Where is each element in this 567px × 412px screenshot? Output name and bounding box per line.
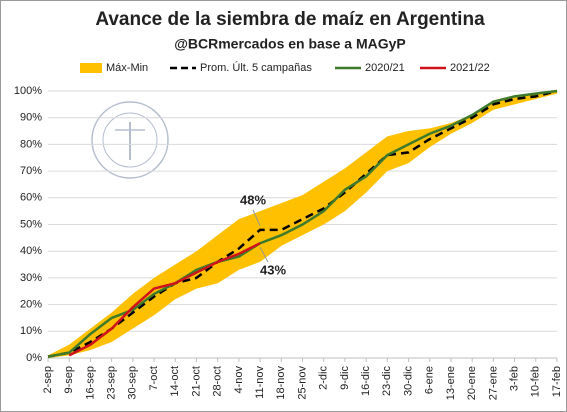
y-tick-label: 30% (20, 272, 42, 284)
x-tick-label: 23-sep (106, 366, 118, 400)
x-tick-label: 6-ene (424, 366, 436, 394)
legend-item: Máx-Min (80, 62, 148, 74)
x-tick-label: 28-oct (212, 366, 224, 397)
x-tick-label: 23-dic (381, 366, 393, 396)
y-tick-label: 100% (14, 85, 42, 97)
y-tick-label: 80% (20, 138, 42, 150)
series-line (68, 242, 261, 357)
x-tick-label: 7-oct (148, 366, 160, 390)
series-line (47, 89, 558, 358)
chart-subtitle: @BCRmercados en base a MAGyP (174, 36, 406, 52)
x-tick-label: 13-ene (445, 366, 457, 400)
x-tick-label: 4-nov (233, 366, 245, 394)
x-tick-label: 14-oct (169, 366, 181, 397)
x-tick-label: 30-sep (127, 366, 139, 400)
y-tick-label: 20% (20, 299, 42, 311)
x-tick-label: 20-ene (466, 366, 478, 400)
y-tick-label: 60% (20, 192, 42, 204)
x-tick-label: 3-feb (508, 366, 520, 391)
annotation-leader (252, 209, 261, 227)
x-tick-label: 18-nov (275, 366, 287, 400)
x-tick-label: 30-dic (402, 366, 414, 396)
legend-swatch (80, 63, 102, 73)
x-tick-label: 10-feb (530, 366, 542, 397)
x-tick-label: 25-nov (296, 366, 308, 400)
y-tick-label: 0% (26, 352, 42, 364)
legend-item: Prom. Últ. 5 campañas (170, 61, 312, 74)
annotation-leader (259, 246, 269, 263)
x-tick-label: 9-dic (339, 366, 351, 390)
x-tick-label: 17-feb (551, 366, 563, 397)
y-tick-label: 10% (20, 325, 42, 337)
legend-label: Máx-Min (106, 62, 148, 74)
legend-item: 2020/21 (335, 62, 405, 74)
legend-label: 2021/22 (450, 62, 490, 74)
annotation: 43% (260, 262, 286, 277)
x-tick-label: 2-sep (42, 366, 54, 394)
x-tick-label: 2-dic (318, 366, 330, 390)
y-tick-label: 50% (20, 218, 42, 230)
logo (91, 101, 169, 179)
x-tick-label: 27-ene (487, 366, 499, 400)
legend-label: Prom. Últ. 5 campañas (200, 61, 312, 74)
x-tick-label: 16-dic (360, 366, 372, 396)
annotation: 48% (240, 192, 266, 207)
chart-title: Avance de la siembra de maíz en Argentin… (95, 9, 485, 30)
legend-label: 2020/21 (365, 62, 405, 74)
y-tick-label: 40% (20, 245, 42, 257)
x-tick-label: 11-nov (254, 366, 266, 399)
x-tick-label: 9-sep (63, 366, 75, 394)
x-tick-label: 21-oct (190, 366, 202, 397)
y-tick-label: 70% (20, 165, 42, 177)
x-tick-label: 16-sep (84, 366, 96, 400)
y-tick-label: 90% (20, 112, 42, 124)
series-line (47, 89, 558, 358)
legend-item: 2021/22 (420, 62, 490, 74)
